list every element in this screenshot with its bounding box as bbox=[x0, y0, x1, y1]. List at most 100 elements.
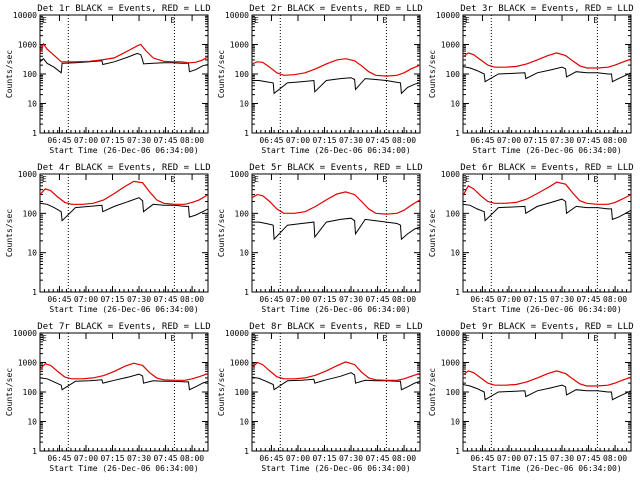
panel-9-series-events-line bbox=[462, 384, 632, 401]
panel-8-corner-label-left: E bbox=[254, 334, 259, 343]
panel-3-ylabel: Counts/sec bbox=[428, 50, 437, 98]
panel-1-xtick-label: 07:00 bbox=[74, 136, 98, 145]
panel-3-ytick-label: 1000 bbox=[441, 41, 460, 50]
panel-8-series-events-line bbox=[251, 372, 421, 391]
panel-3-ytick-label: 1 bbox=[455, 129, 460, 138]
panel-4-series-events-line bbox=[39, 197, 209, 222]
panel-9-xtick-label: 07:30 bbox=[550, 454, 574, 463]
panel-3-xtick-label: 07:15 bbox=[523, 136, 547, 145]
panel-4-ytick-label: 1 bbox=[32, 288, 37, 297]
panel-4-xlabel: Start Time (26-Dec-06 06:34:00) bbox=[49, 305, 198, 314]
panel-4-ytick-label: 10 bbox=[27, 249, 37, 258]
panel-5-corner-label-left: E bbox=[254, 175, 259, 184]
panel-2-xtick-label: 07:00 bbox=[286, 136, 310, 145]
panel-1-title: Det 1r BLACK = Events, RED = LLD bbox=[37, 4, 210, 14]
panel-6-title: Det 6r BLACK = Events, RED = LLD bbox=[460, 163, 633, 173]
panel-6-ytick-label: 10 bbox=[450, 249, 460, 258]
panel-1-ytick-label: 10 bbox=[27, 100, 37, 109]
panel-6-series-lld-line bbox=[462, 181, 632, 205]
panel-9-series-lld-line bbox=[462, 370, 632, 387]
panel-3-corner-label-right: E bbox=[593, 16, 598, 25]
panel-7-corner-label-left: E bbox=[42, 334, 47, 343]
panel-7-ytick-label: 10 bbox=[27, 418, 37, 427]
panel-4-title: Det 4r BLACK = Events, RED = LLD bbox=[37, 163, 210, 173]
panel-7-ylabel: Counts/sec bbox=[5, 368, 14, 416]
panel-7-frame bbox=[39, 332, 209, 452]
panel-4-xtick-label: 07:15 bbox=[100, 295, 124, 304]
panel-4-corner-label-left: E bbox=[42, 175, 47, 184]
panel-6-xtick-label: 06:45 bbox=[470, 295, 494, 304]
panel-8-xtick-label: 08:00 bbox=[392, 454, 416, 463]
panel-7-xtick-label: 07:30 bbox=[127, 454, 151, 463]
panel-9-ytick-label: 10 bbox=[450, 418, 460, 427]
panel-1-xtick-label: 07:15 bbox=[100, 136, 124, 145]
panel-9-xtick-label: 07:00 bbox=[497, 454, 521, 463]
panel-8-xtick-label: 07:30 bbox=[339, 454, 363, 463]
panel-6-xtick-label: 08:00 bbox=[603, 295, 627, 304]
panel-6-ytick-label: 1000 bbox=[441, 170, 460, 179]
panel-7-xtick-label: 06:45 bbox=[47, 454, 71, 463]
panel-6-ylabel: Counts/sec bbox=[428, 209, 437, 257]
panel-7-series-lld-line bbox=[39, 362, 209, 381]
panel-9-xlabel: Start Time (26-Dec-06 06:34:00) bbox=[472, 464, 621, 473]
panel-2-series-lld-line bbox=[251, 58, 421, 77]
panel-4-ytick-label: 1000 bbox=[18, 170, 37, 179]
panel-6-xtick-label: 07:45 bbox=[577, 295, 601, 304]
panel-3-xtick-label: 07:45 bbox=[577, 136, 601, 145]
panel-7-ytick-label: 10000 bbox=[13, 329, 37, 338]
panel-8-ytick-label: 10000 bbox=[225, 329, 249, 338]
panel-1-corner-label-left: E bbox=[42, 16, 47, 25]
panel-2-series-events-line bbox=[252, 77, 421, 95]
panel-8-series-lld-line bbox=[251, 361, 421, 381]
panel-3-series-events-line bbox=[462, 66, 632, 83]
panel-9-corner-label-left: E bbox=[465, 334, 470, 343]
panel-7-xlabel: Start Time (26-Dec-06 06:34:00) bbox=[49, 464, 198, 473]
panel-2-xlabel: Start Time (26-Dec-06 06:34:00) bbox=[261, 146, 410, 155]
panel-5-xlabel: Start Time (26-Dec-06 06:34:00) bbox=[261, 305, 410, 314]
panel-5-xtick-label: 07:00 bbox=[286, 295, 310, 304]
panel-7-corner-label-right: E bbox=[170, 334, 175, 343]
panel-5-xtick-label: 07:15 bbox=[312, 295, 336, 304]
panel-8-xtick-label: 07:45 bbox=[366, 454, 390, 463]
panel-6-ytick-label: 100 bbox=[446, 209, 461, 218]
panel-3-ytick-label: 100 bbox=[446, 70, 461, 79]
panel-4-series-lld-line bbox=[39, 180, 209, 205]
panel-5-ytick-label: 100 bbox=[235, 209, 250, 218]
panel-8-title: Det 8r BLACK = Events, RED = LLD bbox=[249, 322, 422, 332]
panel-5-xtick-label: 07:45 bbox=[366, 295, 390, 304]
panel-7-title: Det 7r BLACK = Events, RED = LLD bbox=[37, 322, 210, 332]
panel-3-title: Det 3r BLACK = Events, RED = LLD bbox=[460, 4, 633, 14]
panel-8-xtick-label: 07:15 bbox=[312, 454, 336, 463]
panel-3-xlabel: Start Time (26-Dec-06 06:34:00) bbox=[472, 146, 621, 155]
panel-4-xtick-label: 06:45 bbox=[47, 295, 71, 304]
panel-5-corner-label-right: E bbox=[382, 175, 387, 184]
panel-9-ytick-label: 100 bbox=[446, 388, 461, 397]
panel-7-ytick-label: 1000 bbox=[18, 359, 37, 368]
panel-2-xtick-label: 07:30 bbox=[339, 136, 363, 145]
panel-8-ytick-label: 1000 bbox=[230, 359, 249, 368]
panel-5-ytick-label: 10 bbox=[239, 249, 249, 258]
panel-3-xtick-label: 08:00 bbox=[603, 136, 627, 145]
panel-5-xtick-label: 06:45 bbox=[259, 295, 283, 304]
panel-1-frame bbox=[39, 14, 209, 134]
panel-7-series-events-line bbox=[39, 373, 209, 391]
panel-2-frame bbox=[251, 14, 421, 134]
panel-2-xtick-label: 06:45 bbox=[259, 136, 283, 145]
panel-2-ytick-label: 100 bbox=[235, 70, 250, 79]
panel-3-xtick-label: 07:30 bbox=[550, 136, 574, 145]
panel-3-ytick-label: 10000 bbox=[436, 11, 460, 20]
panel-6-xtick-label: 07:30 bbox=[550, 295, 574, 304]
panel-6-xtick-label: 07:15 bbox=[523, 295, 547, 304]
panel-5-frame bbox=[251, 173, 421, 293]
panel-6-xlabel: Start Time (26-Dec-06 06:34:00) bbox=[472, 305, 621, 314]
panel-1-xtick-label: 07:30 bbox=[127, 136, 151, 145]
panel-3-xtick-label: 06:45 bbox=[470, 136, 494, 145]
panel-9-ylabel: Counts/sec bbox=[428, 368, 437, 416]
panel-4-corner-label-right: E bbox=[170, 175, 175, 184]
panel-5-ytick-label: 1 bbox=[244, 288, 249, 297]
panel-1-corner-label-right: E bbox=[170, 16, 175, 25]
panel-2-ytick-label: 10000 bbox=[225, 11, 249, 20]
panel-1-series-lld-line bbox=[39, 42, 209, 64]
panel-7-ytick-label: 100 bbox=[23, 388, 38, 397]
